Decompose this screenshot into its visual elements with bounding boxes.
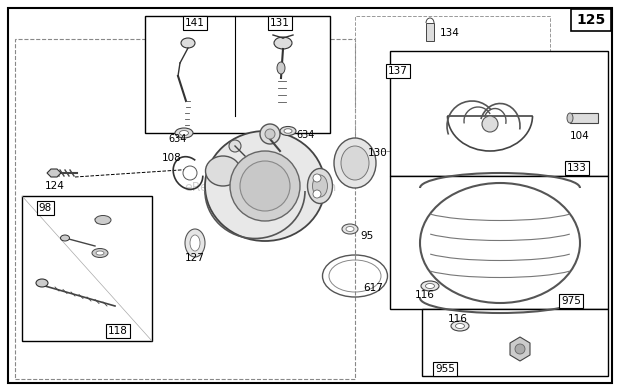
Ellipse shape bbox=[61, 235, 69, 241]
Bar bbox=[355, 16, 550, 151]
Circle shape bbox=[265, 129, 275, 139]
Polygon shape bbox=[47, 169, 61, 177]
Text: 108: 108 bbox=[162, 153, 182, 163]
Text: 98: 98 bbox=[38, 203, 51, 213]
Circle shape bbox=[515, 344, 525, 354]
Ellipse shape bbox=[185, 229, 205, 257]
Text: 116: 116 bbox=[415, 290, 435, 300]
Ellipse shape bbox=[346, 226, 354, 231]
Bar bbox=[15, 39, 355, 379]
Polygon shape bbox=[510, 337, 530, 361]
Ellipse shape bbox=[451, 321, 469, 331]
Ellipse shape bbox=[36, 279, 48, 287]
Circle shape bbox=[482, 116, 498, 132]
Bar bbox=[422, 309, 608, 376]
Text: 975: 975 bbox=[561, 296, 581, 306]
Ellipse shape bbox=[175, 128, 193, 138]
Bar bbox=[571, 9, 611, 31]
Text: 955: 955 bbox=[435, 364, 455, 374]
Ellipse shape bbox=[92, 249, 108, 258]
Ellipse shape bbox=[180, 131, 188, 136]
Text: 127: 127 bbox=[185, 253, 205, 263]
Text: 134: 134 bbox=[440, 28, 460, 38]
Text: 141: 141 bbox=[185, 18, 205, 28]
Text: 634: 634 bbox=[296, 130, 314, 140]
Bar bbox=[390, 51, 608, 176]
Circle shape bbox=[183, 166, 197, 180]
Text: 104: 104 bbox=[570, 131, 590, 141]
Bar bbox=[390, 176, 608, 309]
Ellipse shape bbox=[421, 281, 439, 291]
Ellipse shape bbox=[312, 175, 327, 197]
Ellipse shape bbox=[274, 37, 292, 49]
Ellipse shape bbox=[190, 235, 200, 251]
Text: 634: 634 bbox=[168, 134, 187, 144]
Ellipse shape bbox=[280, 127, 296, 136]
Text: 118: 118 bbox=[108, 326, 128, 336]
Bar bbox=[570, 113, 598, 123]
Circle shape bbox=[260, 124, 280, 144]
Bar bbox=[22, 196, 152, 341]
Bar bbox=[145, 16, 330, 133]
Text: 116: 116 bbox=[448, 314, 468, 324]
Ellipse shape bbox=[308, 169, 332, 203]
Text: 131: 131 bbox=[270, 18, 290, 28]
Bar bbox=[426, 23, 434, 41]
Circle shape bbox=[313, 174, 321, 182]
Ellipse shape bbox=[95, 215, 111, 224]
Ellipse shape bbox=[181, 38, 195, 48]
Text: 137: 137 bbox=[388, 66, 408, 76]
Ellipse shape bbox=[342, 224, 358, 234]
Circle shape bbox=[313, 190, 321, 198]
Text: 130: 130 bbox=[368, 148, 388, 158]
Ellipse shape bbox=[334, 138, 376, 188]
Text: 617: 617 bbox=[363, 283, 383, 293]
Ellipse shape bbox=[425, 283, 435, 289]
Text: 133: 133 bbox=[567, 163, 587, 173]
Text: 124: 124 bbox=[45, 181, 65, 191]
Text: 125: 125 bbox=[577, 13, 606, 27]
Ellipse shape bbox=[277, 62, 285, 74]
Circle shape bbox=[230, 151, 300, 221]
Ellipse shape bbox=[205, 131, 325, 241]
Text: 95: 95 bbox=[360, 231, 373, 241]
Ellipse shape bbox=[205, 156, 241, 186]
Circle shape bbox=[240, 161, 290, 211]
Ellipse shape bbox=[567, 113, 573, 123]
Text: eReplacementParts.com: eReplacementParts.com bbox=[184, 181, 337, 194]
Ellipse shape bbox=[341, 146, 369, 180]
Circle shape bbox=[229, 140, 241, 152]
Ellipse shape bbox=[96, 251, 104, 255]
Ellipse shape bbox=[284, 129, 292, 133]
Ellipse shape bbox=[456, 323, 464, 328]
